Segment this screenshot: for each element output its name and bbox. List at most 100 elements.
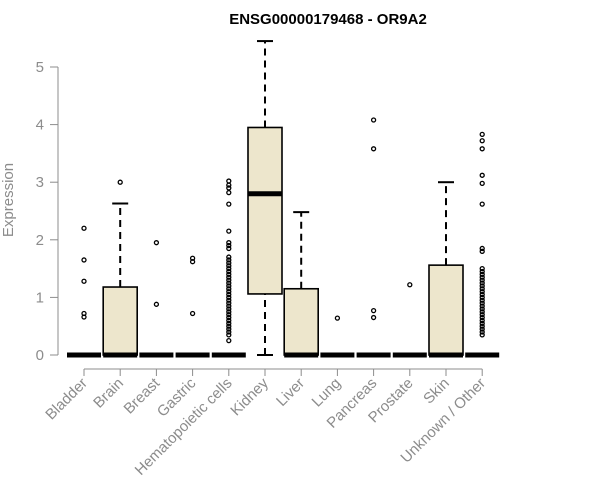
outlier-point — [479, 312, 485, 318]
outlier-point — [226, 280, 232, 286]
outlier-point — [226, 314, 232, 321]
outlier-point — [479, 309, 485, 315]
outlier-point — [479, 274, 485, 280]
outlier-point — [226, 228, 232, 234]
outlier-point — [370, 307, 377, 314]
outlier-point — [226, 265, 232, 272]
outlier-point — [479, 265, 485, 272]
outlier-point — [479, 332, 485, 338]
outlier-point — [479, 172, 485, 178]
outlier-point — [479, 323, 485, 329]
box-iqr — [283, 287, 320, 356]
box-group — [356, 117, 391, 358]
outlier-point — [226, 283, 232, 289]
outlier-point — [479, 146, 485, 152]
x-tick-label: Liver — [273, 375, 308, 410]
outlier-point — [479, 268, 485, 275]
outlier-point — [226, 257, 232, 263]
y-tick-label: 3 — [36, 174, 44, 191]
outlier-point — [479, 306, 485, 312]
outlier-point — [226, 268, 232, 275]
outlier-point — [226, 309, 232, 315]
outlier-point — [226, 260, 232, 266]
box-group — [283, 211, 320, 358]
outlier-point — [370, 117, 377, 123]
outlier-point — [479, 329, 485, 335]
x-tick-label: Bladder — [42, 375, 91, 424]
outlier-point — [479, 280, 485, 286]
outlier-point — [226, 329, 232, 335]
y-tick-label: 2 — [36, 232, 44, 249]
outlier-point — [153, 240, 160, 246]
outlier-point — [479, 317, 485, 324]
outlier-point — [479, 131, 485, 138]
outlier-point — [226, 189, 232, 196]
outlier-point — [226, 277, 232, 283]
outlier-point — [226, 306, 232, 312]
plot-area — [67, 40, 500, 358]
x-tick-label: Kidney — [227, 374, 272, 419]
outlier-point — [226, 240, 232, 246]
outlier-point — [334, 315, 341, 321]
outlier-point — [479, 277, 485, 283]
outlier-point — [226, 182, 232, 188]
outlier-point — [226, 300, 232, 306]
outlier-point — [81, 278, 87, 284]
box-group — [392, 282, 427, 358]
y-tick-label: 0 — [36, 347, 44, 364]
outlier-point — [479, 271, 485, 278]
y-tick-label: 1 — [36, 289, 44, 306]
outlier-point — [226, 317, 232, 324]
outlier-point — [81, 257, 87, 263]
outlier-point — [370, 314, 377, 321]
outlier-point — [479, 297, 485, 303]
box-group — [139, 240, 174, 358]
outlier-point — [479, 138, 485, 144]
box-group — [67, 225, 101, 358]
outlier-point — [226, 323, 232, 329]
box-group — [465, 131, 500, 358]
outlier-point — [226, 201, 232, 207]
outlier-point — [226, 291, 232, 298]
outlier-point — [81, 314, 87, 320]
outlier-point — [226, 254, 232, 260]
outlier-point — [479, 303, 485, 309]
outlier-point — [407, 282, 413, 288]
box-iqr — [428, 264, 464, 356]
outlier-point — [479, 286, 485, 292]
outlier-point — [226, 320, 232, 326]
box-group — [102, 179, 138, 358]
outlier-point — [479, 288, 485, 295]
outlier-point — [226, 312, 232, 318]
outlier-point — [81, 225, 87, 231]
outlier-point — [117, 179, 123, 185]
outlier-point — [226, 242, 232, 249]
y-tick-label: 5 — [36, 59, 44, 76]
outlier-point — [226, 286, 232, 292]
outlier-point — [479, 320, 485, 326]
box-group — [211, 178, 246, 358]
outlier-point — [479, 201, 485, 207]
outlier-point — [479, 248, 485, 254]
outlier-point — [370, 146, 377, 152]
outlier-point — [226, 297, 232, 303]
outlier-point — [226, 185, 232, 191]
outlier-point — [479, 294, 485, 301]
outlier-point — [226, 326, 232, 332]
chart-title: ENSG00000179468 - OR9A2 — [229, 11, 427, 28]
box-group — [175, 255, 210, 358]
outlier-point — [479, 326, 485, 332]
y-axis-label: Expression — [0, 163, 17, 237]
outlier-point — [479, 180, 485, 187]
outlier-point — [226, 337, 232, 344]
outlier-point — [226, 294, 232, 301]
outlier-point — [479, 283, 485, 289]
outlier-point — [153, 301, 160, 307]
box-iqr — [102, 286, 138, 356]
outlier-point — [226, 332, 232, 338]
outlier-point — [479, 314, 485, 321]
outlier-point — [189, 259, 196, 265]
y-axis: 0 1 2 3 4 5 — [36, 59, 59, 364]
outlier-point — [226, 271, 232, 278]
